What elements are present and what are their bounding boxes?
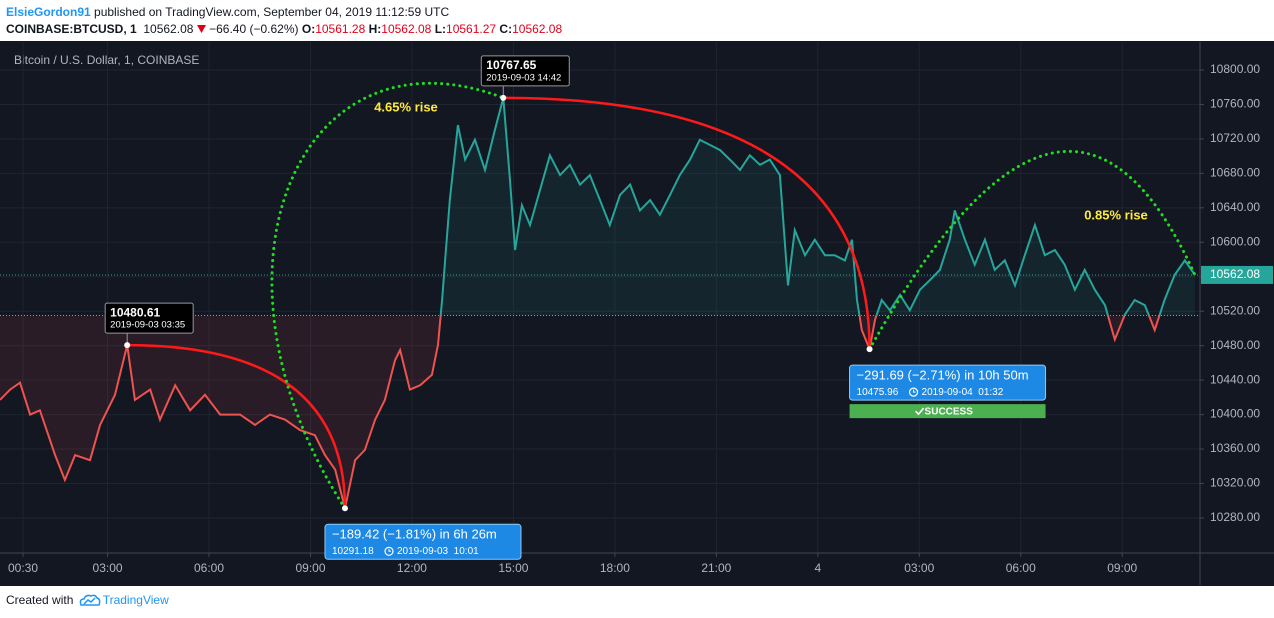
chart-background <box>0 41 1274 586</box>
callout-time: 2019-09-03 03:35 <box>110 320 185 331</box>
callout-box <box>480 55 570 87</box>
callout-box <box>104 302 194 334</box>
callout-point <box>124 342 131 349</box>
price-line-below <box>0 315 1161 509</box>
y-tick-label: 10320.00 <box>1210 476 1260 490</box>
ohlc-value: 10561.27 <box>446 22 497 36</box>
y-tick-label: 10280.00 <box>1210 510 1260 524</box>
publish-info: ElsieGordon91 published on TradingView.c… <box>6 5 449 19</box>
ohlc-label: O: <box>301 22 316 36</box>
x-tick-label: 03:00 <box>904 561 934 575</box>
check-icon <box>914 407 925 416</box>
created-with: Created with <box>6 593 77 607</box>
rise-arc <box>868 149 1197 351</box>
brand[interactable]: TradingView <box>102 593 169 607</box>
status-label: SUCCESS <box>925 406 974 417</box>
callout-value: 10767.65 <box>486 58 536 72</box>
ohlc-label: L: <box>434 22 447 36</box>
y-tick-label: 10600.00 <box>1210 234 1260 248</box>
measure-time: 2019-09-03 10:01 <box>397 546 479 557</box>
x-tick-label: 12:00 <box>397 561 427 575</box>
y-tick-label: 10760.00 <box>1210 97 1260 111</box>
price: 10562.08 <box>143 22 194 36</box>
x-tick-label: 18:00 <box>600 561 630 575</box>
change: −66.40 (−0.62%) <box>209 22 299 36</box>
x-tick-label: 06:00 <box>1006 561 1036 575</box>
ohlc-value: 10562.08 <box>381 22 432 36</box>
status-bar <box>849 404 1046 419</box>
area-below <box>0 315 1195 509</box>
y-tick-label: 10800.00 <box>1210 62 1260 76</box>
footer: Created with TradingView <box>6 593 169 607</box>
published-text: published on TradingView.com, September … <box>90 5 450 19</box>
rise-label: 4.65% rise <box>374 99 438 114</box>
x-tick-label: 09:00 <box>295 561 325 575</box>
ohlc-label: C: <box>499 22 513 36</box>
decline-curve <box>503 96 871 350</box>
x-tick-label: 21:00 <box>701 561 731 575</box>
symbol-bar: COINBASE:BTCUSD, 1 10562.08 −66.40 (−0.6… <box>6 22 566 36</box>
y-tick-label: 10360.00 <box>1210 441 1260 455</box>
measure-value: 10291.18 <box>332 546 374 557</box>
y-tick-label: 10400.00 <box>1210 407 1260 421</box>
last-price-label: 10562.08 <box>1210 267 1260 281</box>
measure-point <box>866 346 873 353</box>
x-tick-label: 06:00 <box>194 561 224 575</box>
x-tick-label: 00:30 <box>8 561 38 575</box>
chart-title: Bitcoin / U.S. Dollar, 1, COINBASE <box>14 53 199 67</box>
decline-curve <box>127 343 347 509</box>
x-tick-label: 03:00 <box>93 561 123 575</box>
measure-value: 10475.96 <box>857 387 899 398</box>
measure-time: 2019-09-04 01:32 <box>922 387 1004 398</box>
down-arrow <box>196 25 206 33</box>
y-tick-label: 10440.00 <box>1210 372 1260 386</box>
brand-logo <box>79 594 101 606</box>
y-tick-label: 10680.00 <box>1210 166 1260 180</box>
symbol: COINBASE:BTCUSD, 1 <box>6 22 137 36</box>
measure-box <box>849 364 1047 401</box>
ohlc-value: 10561.28 <box>315 22 366 36</box>
callout-value: 10480.61 <box>110 305 160 319</box>
clock-icon <box>384 546 394 556</box>
measure-point <box>341 505 348 512</box>
clock-hands <box>388 548 391 552</box>
ohlc-label: H: <box>368 22 382 36</box>
y-tick-label: 10640.00 <box>1210 200 1260 214</box>
x-tick-label: 09:00 <box>1107 561 1137 575</box>
x-tick-label: 4 <box>814 561 821 575</box>
measure-change: −291.69 (−2.71%) in 10h 50m <box>857 368 1029 383</box>
price-line-above <box>439 97 1196 316</box>
area-above <box>440 97 1195 316</box>
last-price-box <box>1201 265 1273 284</box>
y-tick-label: 10480.00 <box>1210 338 1260 352</box>
y-tick-label: 10520.00 <box>1210 303 1260 317</box>
callout-point <box>500 94 507 101</box>
measure-box <box>324 523 522 560</box>
measure-change: −189.42 (−1.81%) in 6h 26m <box>332 527 497 542</box>
author[interactable]: ElsieGordon91 <box>6 5 91 19</box>
ohlc-value: 10562.08 <box>512 22 563 36</box>
clock-hands <box>913 389 916 393</box>
rise-arc <box>270 81 505 510</box>
x-tick-label: 15:00 <box>498 561 528 575</box>
rise-label: 0.85% rise <box>1084 207 1148 222</box>
y-tick-label: 10720.00 <box>1210 131 1260 145</box>
clock-icon <box>908 387 919 397</box>
callout-time: 2019-09-03 14:42 <box>486 72 561 83</box>
